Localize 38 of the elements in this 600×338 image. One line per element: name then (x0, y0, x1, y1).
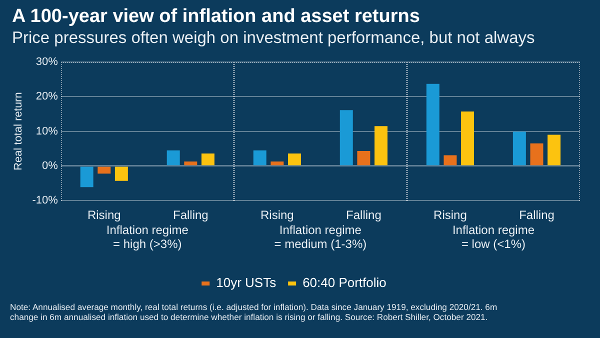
bar (184, 161, 198, 166)
x-tick-label: Rising (87, 208, 121, 222)
bar (80, 166, 94, 188)
y-tick-label: 10% (36, 125, 58, 138)
bar (512, 132, 526, 166)
text: Inflation regime = low (<1%) (452, 222, 535, 251)
bar (288, 153, 301, 166)
legend-label: 10yr USTs (216, 275, 277, 290)
bar (357, 151, 370, 166)
text: Inflation regime = medium (1-3%) (274, 222, 367, 251)
y-tick-label: 20% (36, 90, 58, 103)
bar (253, 150, 266, 166)
y-tick-label: -10% (32, 194, 58, 207)
bar (98, 166, 111, 174)
chart-subtitle: Price pressures often weigh on investment performance, but not always (12, 29, 535, 48)
bar (461, 112, 474, 166)
bar (270, 161, 284, 166)
text: Note: Annualised average monthly, real total returns (i.e. adjusted for inflation). Data since January 1919, excluding 2020/21. 6m change in 6m annualised inflation used to determine whether inflation is rising or falling. Source: Robert Shiller, October 2021. (10, 302, 498, 322)
y-axis-title: Real total return (12, 92, 25, 170)
text: Inflation regime = high (>3%) (106, 222, 189, 251)
bar (166, 150, 180, 166)
y-tick-label: 0% (42, 160, 58, 172)
x-tick-label: Falling (172, 208, 208, 222)
bar (114, 166, 128, 181)
chart-title: A 100-year view of inflation and asset returns (12, 6, 420, 28)
x-tick-label: Falling (519, 208, 554, 222)
x-tick-label: Rising (260, 208, 294, 222)
bar (426, 84, 440, 166)
bar (548, 134, 561, 166)
bar (444, 155, 457, 166)
bar (201, 153, 214, 166)
legend-label: 60:40 Portfolio (302, 275, 386, 290)
y-tick-label: 30% (36, 56, 58, 68)
x-tick-label: Rising (434, 208, 467, 222)
bar (340, 110, 353, 166)
bar (530, 143, 544, 166)
bar (374, 126, 388, 166)
x-tick-label: Falling (346, 208, 382, 222)
